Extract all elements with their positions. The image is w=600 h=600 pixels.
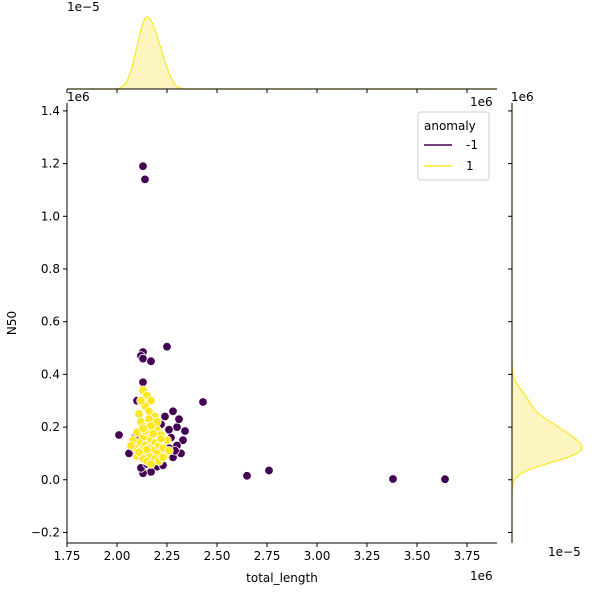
y-tick-label: −0.2 xyxy=(31,525,60,539)
scatter-point xyxy=(138,353,148,364)
scatter-point xyxy=(126,440,136,451)
scatter-point xyxy=(146,467,156,477)
scatter-point xyxy=(134,447,144,457)
scatter-point xyxy=(158,452,168,463)
scatter-point xyxy=(162,342,172,352)
top-kde-fill xyxy=(67,17,497,89)
y-axis-label: N50 xyxy=(5,311,19,335)
scatter-point xyxy=(146,421,156,431)
y-tick-label: 0.8 xyxy=(41,262,60,276)
y-tick-label: 0.4 xyxy=(41,367,60,381)
x-tick-label: 3.25 xyxy=(354,549,381,563)
top-right-offset-label: 1e6 xyxy=(470,95,493,109)
scatter-point xyxy=(198,397,208,407)
legend-label-one: 1 xyxy=(466,159,474,173)
right-top-offset-label: 1e6 xyxy=(511,90,534,104)
x-tick-label: 3.75 xyxy=(454,549,481,563)
points-layer xyxy=(114,161,450,484)
y-tick-label: 0.6 xyxy=(41,315,60,329)
right-marginal-kde: 1e−5 xyxy=(511,103,583,559)
x-tick-label: 3.00 xyxy=(304,549,331,563)
right-marginal-offset-label: 1e−5 xyxy=(548,545,581,559)
scatter-point xyxy=(138,161,148,171)
scatter-point xyxy=(164,425,174,435)
scatter-point xyxy=(160,411,170,422)
x-ticks: 1.75 2.00 2.25 2.50 2.75 3.00 3.25 3.50 3.75 xyxy=(54,543,481,563)
scatter-point xyxy=(168,406,178,417)
legend: anomaly -1 1 xyxy=(417,111,490,181)
scatter-point xyxy=(174,414,184,424)
scatter-point xyxy=(136,396,146,406)
scatter-point xyxy=(440,474,450,484)
y-tick-label: 0.2 xyxy=(41,420,60,434)
scatter-point xyxy=(134,409,144,419)
scatter-point xyxy=(140,174,150,185)
scatter-point xyxy=(142,444,152,455)
scatter-point xyxy=(180,426,190,436)
scatter-point xyxy=(146,356,156,366)
y-ticks: −0.2 0.0 0.2 0.4 0.6 0.8 1.0 1.2 1.4 xyxy=(31,104,67,539)
y-tick-label: 1.4 xyxy=(41,104,60,118)
y-tick-label: 1.0 xyxy=(41,209,60,223)
marginal-ticks xyxy=(66,89,512,533)
x-tick-label: 2.25 xyxy=(154,549,181,563)
legend-box xyxy=(417,111,490,181)
x-tick-label: 2.00 xyxy=(104,549,131,563)
scatter-point xyxy=(164,446,174,456)
scatter-point xyxy=(178,435,188,445)
y-offset-label: 1e6 xyxy=(67,90,90,104)
x-axis-label: total_length xyxy=(246,571,318,585)
x-tick-label: 2.75 xyxy=(254,549,281,563)
x-tick-label: 3.50 xyxy=(404,549,431,563)
scatter-point xyxy=(172,422,182,432)
x-tick-label: 1.75 xyxy=(54,549,81,563)
scatter-point xyxy=(114,430,124,440)
x-tick-label: 2.50 xyxy=(204,549,231,563)
top-marginal-kde: 1e−5 xyxy=(67,0,497,90)
scatter-point xyxy=(146,459,156,469)
scatter-point xyxy=(156,434,166,444)
scatter-point xyxy=(146,396,156,406)
right-kde-line xyxy=(511,103,583,543)
scatter-point xyxy=(138,423,148,434)
scatter-point xyxy=(148,429,158,439)
x-offset-label: 1e6 xyxy=(470,569,493,583)
scatter-point xyxy=(138,377,148,388)
legend-title: anomaly xyxy=(424,119,476,133)
top-marginal-offset-label: 1e−5 xyxy=(67,0,100,14)
legend-label-minus-one: -1 xyxy=(466,138,478,152)
scatter-point xyxy=(264,465,274,476)
scatter-point xyxy=(388,474,398,484)
main-axes: 1.75 2.00 2.25 2.50 2.75 3.00 3.25 3.50 3.75 −0.… xyxy=(5,89,534,585)
y-tick-label: 1.2 xyxy=(41,157,60,171)
scatter-point xyxy=(242,471,252,481)
y-tick-label: 0.0 xyxy=(41,473,60,487)
right-kde-fill xyxy=(512,103,582,543)
